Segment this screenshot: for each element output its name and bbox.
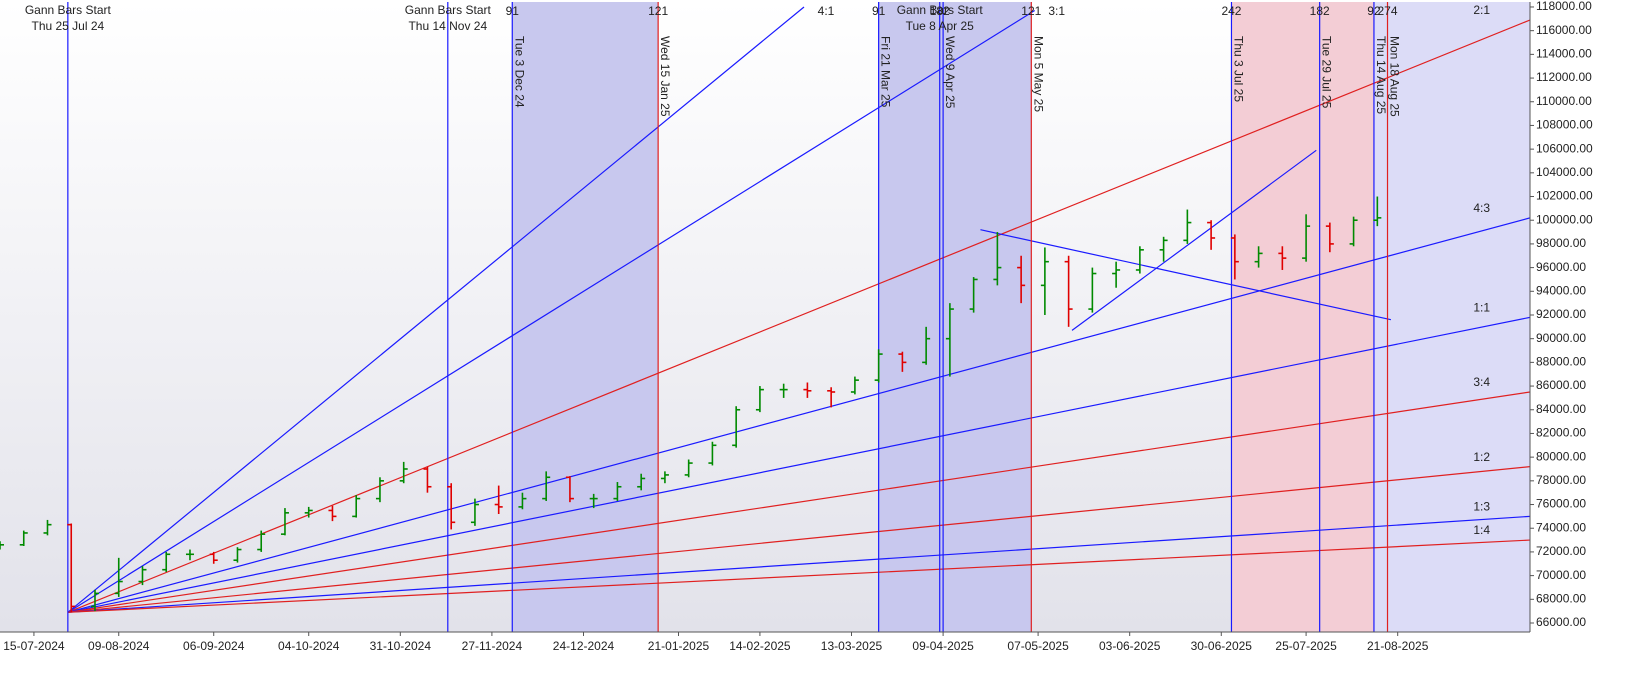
y-tick-label: 108000.00 [1536,118,1593,132]
y-tick-label: 100000.00 [1536,212,1593,226]
x-tick-label: 21-08-2025 [1367,639,1429,653]
shaded-region [878,2,1032,632]
y-tick-label: 80000.00 [1536,449,1586,463]
y-tick-label: 68000.00 [1536,591,1586,605]
y-tick-label: 92000.00 [1536,307,1586,321]
vertical-marker-label: Mon 18 Aug 25 [1388,36,1402,117]
gann-fan-line [67,316,1530,613]
y-tick-label: 84000.00 [1536,402,1586,416]
bar-count-label: 91 [872,4,886,18]
gann-start-date: Thu 25 Jul 24 [31,19,104,33]
gann-start-date: Tue 8 Apr 25 [906,19,975,33]
label-layer: 4:1 3:1 2:1 4:3 1:1 3:4 1:2 1:3 1:4 Gann Bars Sta… [25,3,1490,537]
y-tick-label: 102000.00 [1536,189,1593,203]
shaded-region [1231,2,1374,632]
x-tick-label: 31-10-2024 [370,639,432,653]
y-tick-label: 78000.00 [1536,473,1586,487]
gann-fan-line [67,19,1530,613]
fan-label: 1:3 [1473,500,1490,514]
gann-fan-line [67,10,1036,613]
fan-label: 1:4 [1473,523,1490,537]
bar-count-label: 242 [1221,4,1241,18]
y-tick-label: 110000.00 [1536,94,1592,108]
fan-label: 2:1 [1473,3,1490,17]
vertical-marker-label: Mon 5 May 25 [1031,36,1045,112]
y-tick-label: 74000.00 [1536,520,1586,534]
x-tick-label: 06-09-2024 [183,639,245,653]
x-tick-label: 03-06-2025 [1099,639,1161,653]
y-tick-label: 114000.00 [1536,47,1592,61]
bar-count-label: 274 [1378,4,1398,18]
gann-fan-line [67,515,1530,613]
x-tick-label: 13-03-2025 [821,639,883,653]
vertical-marker-label: Wed 15 Jan 25 [658,36,672,117]
y-tick-label: 82000.00 [1536,426,1586,440]
y-tick-label: 118000.00 [1536,0,1592,13]
bar-count-label: 91 [506,4,520,18]
fan-label: 4:1 [818,4,835,18]
gann-fan-line [67,391,1530,613]
y-tick-label: 66000.00 [1536,615,1586,629]
x-tick-label: 14-02-2025 [729,639,791,653]
x-tick-label: 07-05-2025 [1007,639,1069,653]
vertical-marker-label: Wed 9 Apr 25 [943,36,957,109]
y-tick-label: 112000.00 [1536,70,1592,84]
bar-count-label: 182 [1310,4,1330,18]
trend-line [1071,149,1317,331]
trend-line [980,229,1392,321]
gann-fan-line [67,466,1530,613]
fan-label: 3:4 [1473,375,1490,389]
gann-start-title: Gann Bars Start [405,3,492,17]
y-tick-label: 104000.00 [1536,165,1593,179]
y-tick-label: 70000.00 [1536,568,1586,582]
fan-label: 1:1 [1473,301,1490,315]
fan-label: 1:2 [1473,450,1490,464]
gann-fan-line [67,217,1530,613]
y-tick-label: 72000.00 [1536,544,1586,558]
y-tick-label: 76000.00 [1536,497,1586,511]
y-tick-label: 98000.00 [1536,236,1586,250]
x-tick-label: 25-07-2025 [1275,639,1337,653]
vertical-marker-label: Tue 29 Jul 25 [1320,36,1334,109]
bar-count-label: 182 [930,4,950,18]
x-tick-label: 30-06-2025 [1191,639,1253,653]
fan-label: 3:1 [1048,4,1065,18]
gann-fan-line [67,6,805,613]
vertical-marker-label: Fri 21 Mar 25 [879,36,893,108]
x-tick-label: 27-11-2024 [462,639,523,653]
x-tick-label: 21-01-2025 [648,639,710,653]
bar-count-label: 121 [648,4,668,18]
x-tick-label: 24-12-2024 [553,639,615,653]
x-tick-label: 15-07-2024 [3,639,65,653]
x-tick-label: 09-04-2025 [912,639,974,653]
gann-start-title: Gann Bars Start [25,3,112,17]
fan-label: 4:3 [1473,201,1490,215]
y-tick-label: 86000.00 [1536,378,1586,392]
y-tick-label: 116000.00 [1536,23,1592,37]
vertical-marker-label: Thu 3 Jul 25 [1231,36,1245,102]
bar-count-label: 121 [1021,4,1041,18]
y-tick-label: 90000.00 [1536,331,1586,345]
x-tick-label: 09-08-2024 [88,639,150,653]
plot-layer [0,2,1530,632]
y-tick-label: 94000.00 [1536,283,1586,297]
gann-start-title: Gann Bars Start [897,3,984,17]
x-tick-label: 04-10-2024 [278,639,340,653]
y-tick-label: 106000.00 [1536,141,1593,155]
vertical-marker-label: Tue 3 Dec 24 [512,36,526,108]
vertical-marker-label: Thu 14 Aug 25 [1374,36,1388,114]
shaded-region [512,2,659,632]
bar-count-label: 92 [1367,4,1381,18]
gann-start-date: Thu 14 Nov 24 [408,19,487,33]
gann-fan-line [67,539,1530,613]
shaded-region [1373,2,1530,632]
y-tick-label: 88000.00 [1536,355,1586,369]
y-tick-label: 96000.00 [1536,260,1586,274]
